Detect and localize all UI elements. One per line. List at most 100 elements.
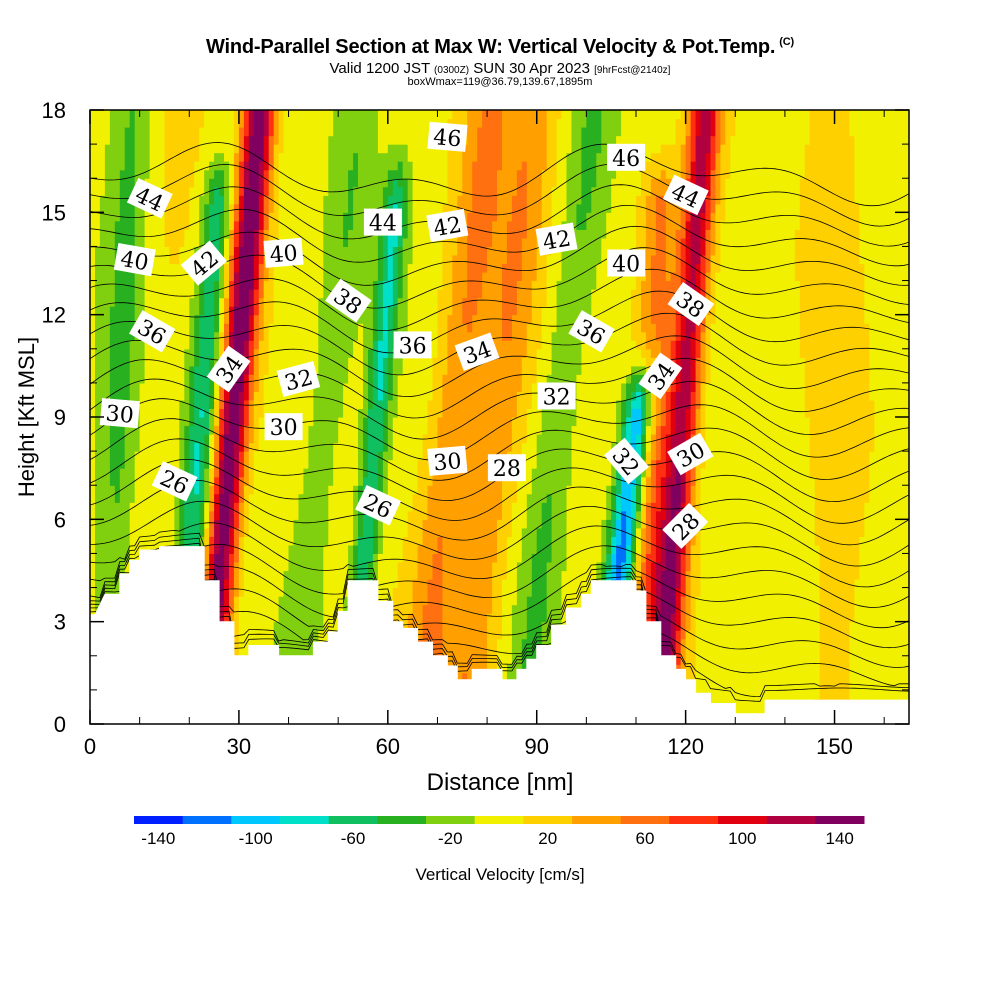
velocity-cell <box>109 280 116 290</box>
velocity-cell <box>318 110 324 120</box>
velocity-cell <box>283 152 290 162</box>
velocity-cell <box>402 144 409 154</box>
velocity-cell <box>417 553 424 563</box>
velocity-cell <box>382 203 389 213</box>
velocity-cell <box>402 272 409 282</box>
velocity-cell <box>387 127 394 137</box>
velocity-cell <box>154 237 161 247</box>
velocity-cell <box>278 510 285 520</box>
velocity-cell <box>363 382 369 392</box>
velocity-cell <box>134 169 141 179</box>
velocity-cell <box>283 220 290 230</box>
velocity-cell <box>189 229 195 239</box>
velocity-cell <box>99 118 106 128</box>
velocity-cell <box>278 135 285 145</box>
velocity-cell <box>243 127 250 137</box>
velocity-cell <box>243 255 250 265</box>
velocity-cell <box>90 374 96 384</box>
velocity-cell <box>219 135 225 145</box>
velocity-cell <box>412 476 419 486</box>
velocity-cell <box>144 220 151 230</box>
velocity-cell <box>154 348 161 358</box>
velocity-cell <box>308 255 314 265</box>
velocity-cell <box>224 297 230 307</box>
velocity-cell <box>412 110 419 120</box>
velocity-cell <box>387 306 394 316</box>
velocity-cell <box>328 161 334 171</box>
velocity-cell <box>179 272 185 282</box>
velocity-cell <box>90 451 96 461</box>
velocity-cell <box>99 510 106 520</box>
velocity-cell <box>353 553 359 563</box>
velocity-cell <box>134 280 141 290</box>
velocity-cell <box>343 596 349 606</box>
velocity-cell <box>358 186 364 196</box>
velocity-cell <box>422 314 429 324</box>
velocity-cell <box>268 493 275 503</box>
velocity-cell <box>313 161 319 171</box>
velocity-cell <box>392 263 399 273</box>
velocity-cell <box>224 263 230 273</box>
velocity-cell <box>184 212 190 222</box>
velocity-cell <box>308 536 314 546</box>
velocity-cell <box>154 408 161 418</box>
velocity-cell <box>238 144 245 154</box>
velocity-cell <box>199 297 205 307</box>
velocity-cell <box>363 365 369 375</box>
velocity-cell <box>194 382 200 392</box>
velocity-cell <box>124 391 131 401</box>
velocity-cell <box>407 544 414 554</box>
velocity-cell <box>397 544 404 554</box>
velocity-cell <box>204 280 210 290</box>
velocity-cell <box>194 357 200 367</box>
velocity-cell <box>283 195 290 205</box>
velocity-cell <box>99 306 106 316</box>
velocity-cell <box>144 485 151 495</box>
velocity-cell <box>298 630 305 640</box>
velocity-cell <box>397 510 404 520</box>
velocity-cell <box>95 553 101 563</box>
velocity-cell <box>382 118 389 128</box>
velocity-cell <box>95 152 101 162</box>
velocity-cell <box>95 536 101 546</box>
velocity-cell <box>104 255 111 265</box>
velocity-cell <box>288 118 295 128</box>
velocity-cell <box>95 169 101 179</box>
velocity-cell <box>422 161 429 171</box>
velocity-cell <box>278 570 285 580</box>
velocity-cell <box>328 255 334 265</box>
velocity-cell <box>263 144 270 154</box>
velocity-cell <box>119 544 126 554</box>
velocity-cell <box>377 562 384 572</box>
velocity-cell <box>114 195 121 205</box>
velocity-cell <box>308 127 314 137</box>
velocity-cell <box>407 570 414 580</box>
velocity-cell <box>372 519 379 529</box>
velocity-cell <box>318 297 324 307</box>
velocity-cell <box>288 527 295 537</box>
velocity-cell <box>119 220 126 230</box>
velocity-cell <box>243 220 250 230</box>
velocity-cell <box>184 229 190 239</box>
velocity-cell <box>233 297 240 307</box>
velocity-cell <box>402 417 409 427</box>
velocity-cell <box>233 169 240 179</box>
velocity-cell <box>323 314 329 324</box>
velocity-cell <box>144 169 151 179</box>
velocity-cell <box>273 493 280 503</box>
velocity-cell <box>119 289 126 299</box>
velocity-cell <box>363 289 369 299</box>
velocity-cell <box>402 382 409 392</box>
velocity-cell <box>199 280 205 290</box>
velocity-cell <box>407 596 414 606</box>
velocity-cell <box>169 434 175 444</box>
velocity-cell <box>243 391 250 401</box>
velocity-cell <box>283 562 290 572</box>
velocity-cell <box>283 630 290 640</box>
velocity-cell <box>343 348 349 358</box>
velocity-cell <box>199 434 205 444</box>
velocity-cell <box>427 519 434 529</box>
velocity-cell <box>233 135 240 145</box>
velocity-cell <box>338 476 344 486</box>
velocity-cell <box>159 536 166 546</box>
